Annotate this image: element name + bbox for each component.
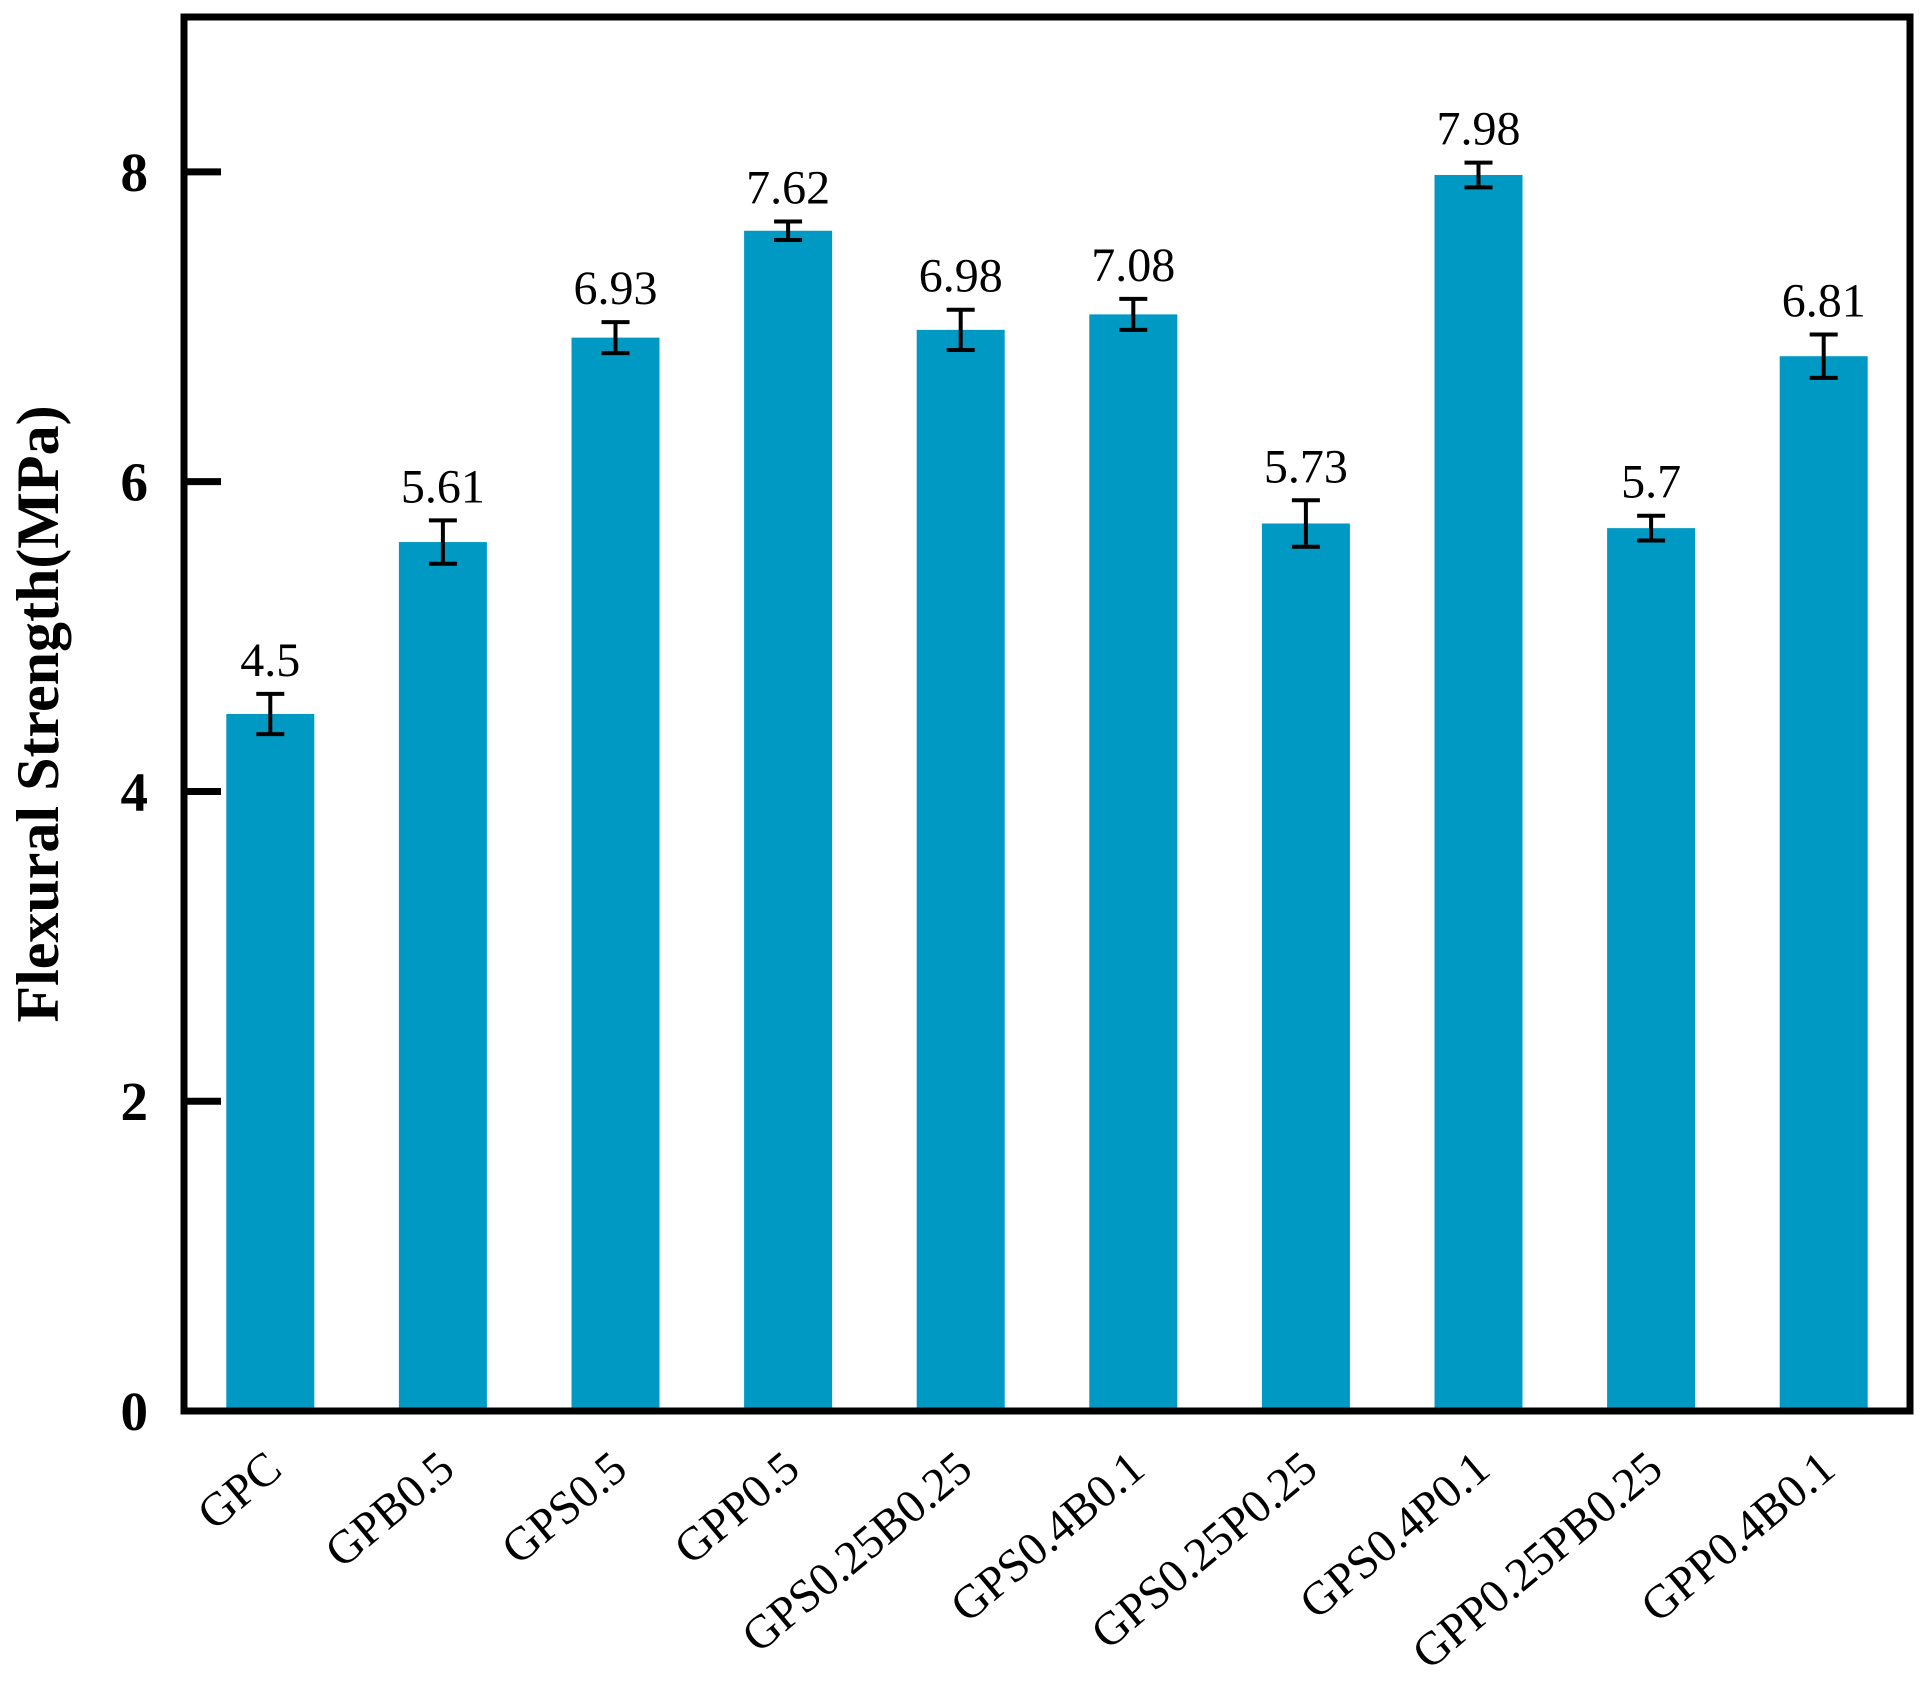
bar-GPC xyxy=(226,714,315,1411)
bar-GPB0.5 xyxy=(398,542,487,1411)
bar-GPP0.4B0.1 xyxy=(1779,356,1868,1411)
bar-value-label: 7.98 xyxy=(1437,103,1521,156)
bar-GPS0.5 xyxy=(571,337,660,1411)
bar-value-label: 5.61 xyxy=(401,460,485,513)
bar-GPS0.25P0.25 xyxy=(1261,523,1350,1411)
bar-GPP0.25PB0.25 xyxy=(1607,528,1696,1411)
bar-value-label: 6.81 xyxy=(1782,275,1866,328)
bar-GPS0.25B0.25 xyxy=(916,329,1005,1412)
bar-value-label: 7.62 xyxy=(746,161,830,214)
y-tick-label: 4 xyxy=(121,761,149,822)
y-tick-label: 6 xyxy=(121,452,149,513)
y-tick-label: 8 xyxy=(121,142,149,203)
y-tick-label: 0 xyxy=(121,1381,149,1442)
bar-GPP0.5 xyxy=(744,230,833,1411)
plot-frame xyxy=(180,13,1914,1415)
bar-value-label: 5.73 xyxy=(1264,440,1348,493)
bar-value-label: 6.98 xyxy=(919,250,1003,303)
bar-GPS0.4P0.1 xyxy=(1434,174,1523,1411)
y-axis-title: Flexural Strength(MPa) xyxy=(5,405,71,1022)
bar-value-label: 7.08 xyxy=(1091,239,1175,292)
bar-value-label: 6.93 xyxy=(574,262,658,315)
bar-GPS0.4B0.1 xyxy=(1089,314,1178,1411)
y-tick-label: 2 xyxy=(121,1071,149,1132)
bar-value-label: 4.5 xyxy=(240,634,300,687)
bar-value-label: 5.7 xyxy=(1621,456,1681,509)
